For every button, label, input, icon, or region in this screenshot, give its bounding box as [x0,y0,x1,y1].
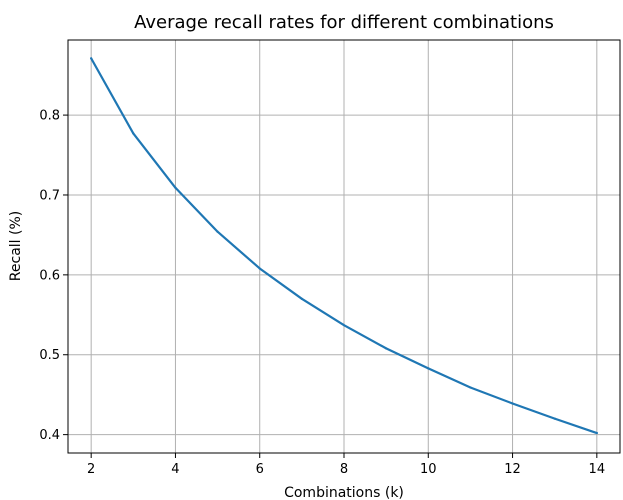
y-tick-label: 0.8 [39,109,60,124]
data-point [427,367,430,370]
data-point [258,267,261,270]
series-layer [90,57,598,435]
data-point [90,57,93,60]
data-point [553,417,556,420]
chart-title: Average recall rates for different combi… [134,12,554,33]
data-point [174,186,177,189]
data-point [216,230,219,233]
x-tick-label: 2 [87,462,95,477]
x-tick-label: 8 [340,462,348,477]
y-tick-label: 0.6 [39,268,60,283]
y-tick-label: 0.7 [39,188,60,203]
axis-ticks: 2 4 6 8 10 12 14 0.4 0.5 0.6 0.7 0.8 [39,109,605,477]
data-point [511,402,514,405]
x-axis-label: Combinations (k) [284,485,404,500]
x-tick-label: 10 [420,462,437,477]
x-tick-label: 4 [171,462,179,477]
y-tick-label: 0.5 [39,348,60,363]
data-point [300,297,303,300]
x-tick-label: 14 [589,462,606,477]
data-point [342,324,346,327]
data-point [469,386,472,389]
x-tick-label: 6 [256,462,264,477]
grid [68,40,620,453]
data-point [132,132,135,135]
y-tick-label: 0.4 [39,428,60,443]
x-tick-label: 12 [504,462,521,477]
y-axis-label: Recall (%) [8,211,24,281]
data-point [385,347,388,350]
data-point [595,431,598,435]
